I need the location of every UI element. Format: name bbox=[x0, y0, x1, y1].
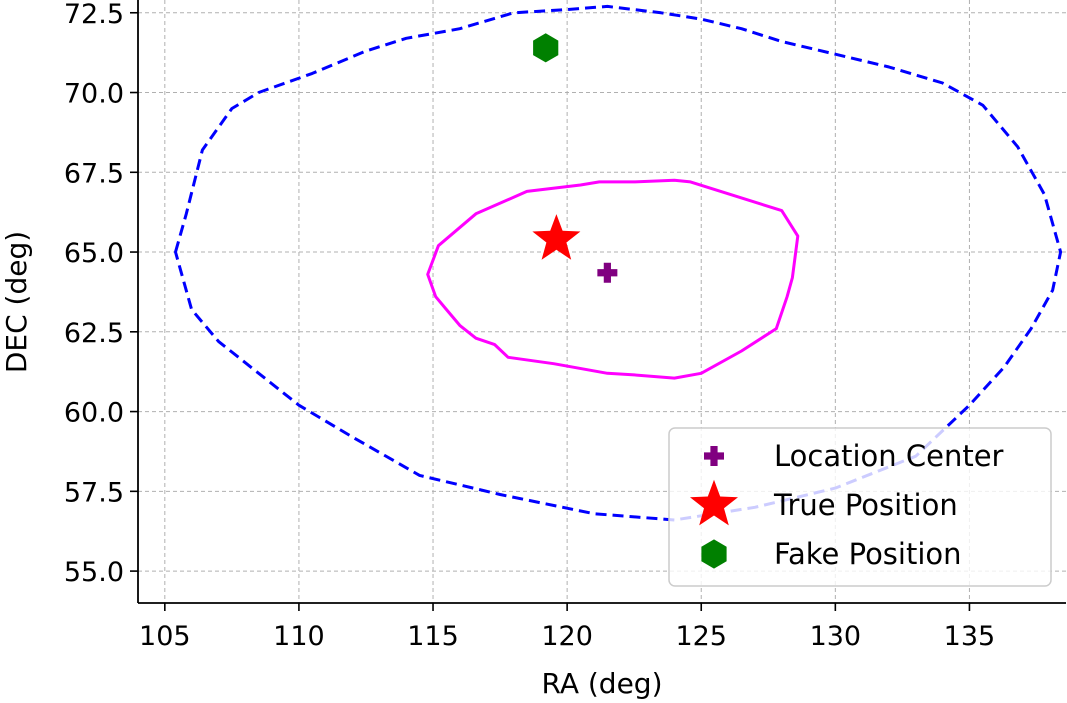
ticks: 105 110 115 120 125 130 135 55.0 57.5 60.0 62.5 65.… bbox=[64, 0, 995, 652]
marker-layer bbox=[532, 33, 618, 283]
y-tick-label: 67.5 bbox=[64, 158, 124, 189]
axes bbox=[137, 0, 1066, 604]
x-tick-label: 125 bbox=[675, 621, 727, 652]
legend-label-fake-position: Fake Position bbox=[774, 537, 962, 571]
legend-true-position-icon bbox=[690, 479, 738, 526]
true-position-marker bbox=[532, 214, 581, 260]
x-tick-label: 110 bbox=[273, 621, 325, 652]
x-axis-label: RA (deg) bbox=[542, 667, 663, 700]
x-tick-label: 115 bbox=[407, 621, 459, 652]
series-layer bbox=[174, 4, 1063, 522]
legend-location-center-icon bbox=[704, 446, 725, 466]
x-tick-label: 130 bbox=[810, 621, 862, 652]
y-tick-label: 62.5 bbox=[64, 318, 124, 349]
y-tick-label: 65.0 bbox=[64, 238, 124, 269]
y-tick-label: 72.5 bbox=[64, 0, 124, 30]
fake-position-marker bbox=[533, 33, 559, 63]
location-center-marker bbox=[597, 262, 618, 283]
contour-line-1 bbox=[174, 4, 1063, 522]
contour-line-2 bbox=[426, 178, 800, 380]
legend-label-true-position: True Position bbox=[773, 488, 958, 522]
x-tick-label: 135 bbox=[944, 621, 996, 652]
legend-box bbox=[668, 427, 1052, 587]
y-tick-label: 70.0 bbox=[64, 79, 124, 110]
legend-label-location-center: Location Center bbox=[774, 439, 1004, 473]
y-axis-label: DEC (deg) bbox=[0, 231, 33, 373]
y-tick-label: 57.5 bbox=[64, 477, 124, 508]
x-tick-label: 105 bbox=[139, 621, 191, 652]
y-tick-label: 55.0 bbox=[64, 557, 124, 588]
y-tick-label: 60.0 bbox=[64, 398, 124, 429]
legend: Location Center True Position Fake Positio… bbox=[668, 427, 1052, 587]
x-tick-label: 120 bbox=[541, 621, 593, 652]
legend-fake-position-icon bbox=[701, 539, 727, 569]
